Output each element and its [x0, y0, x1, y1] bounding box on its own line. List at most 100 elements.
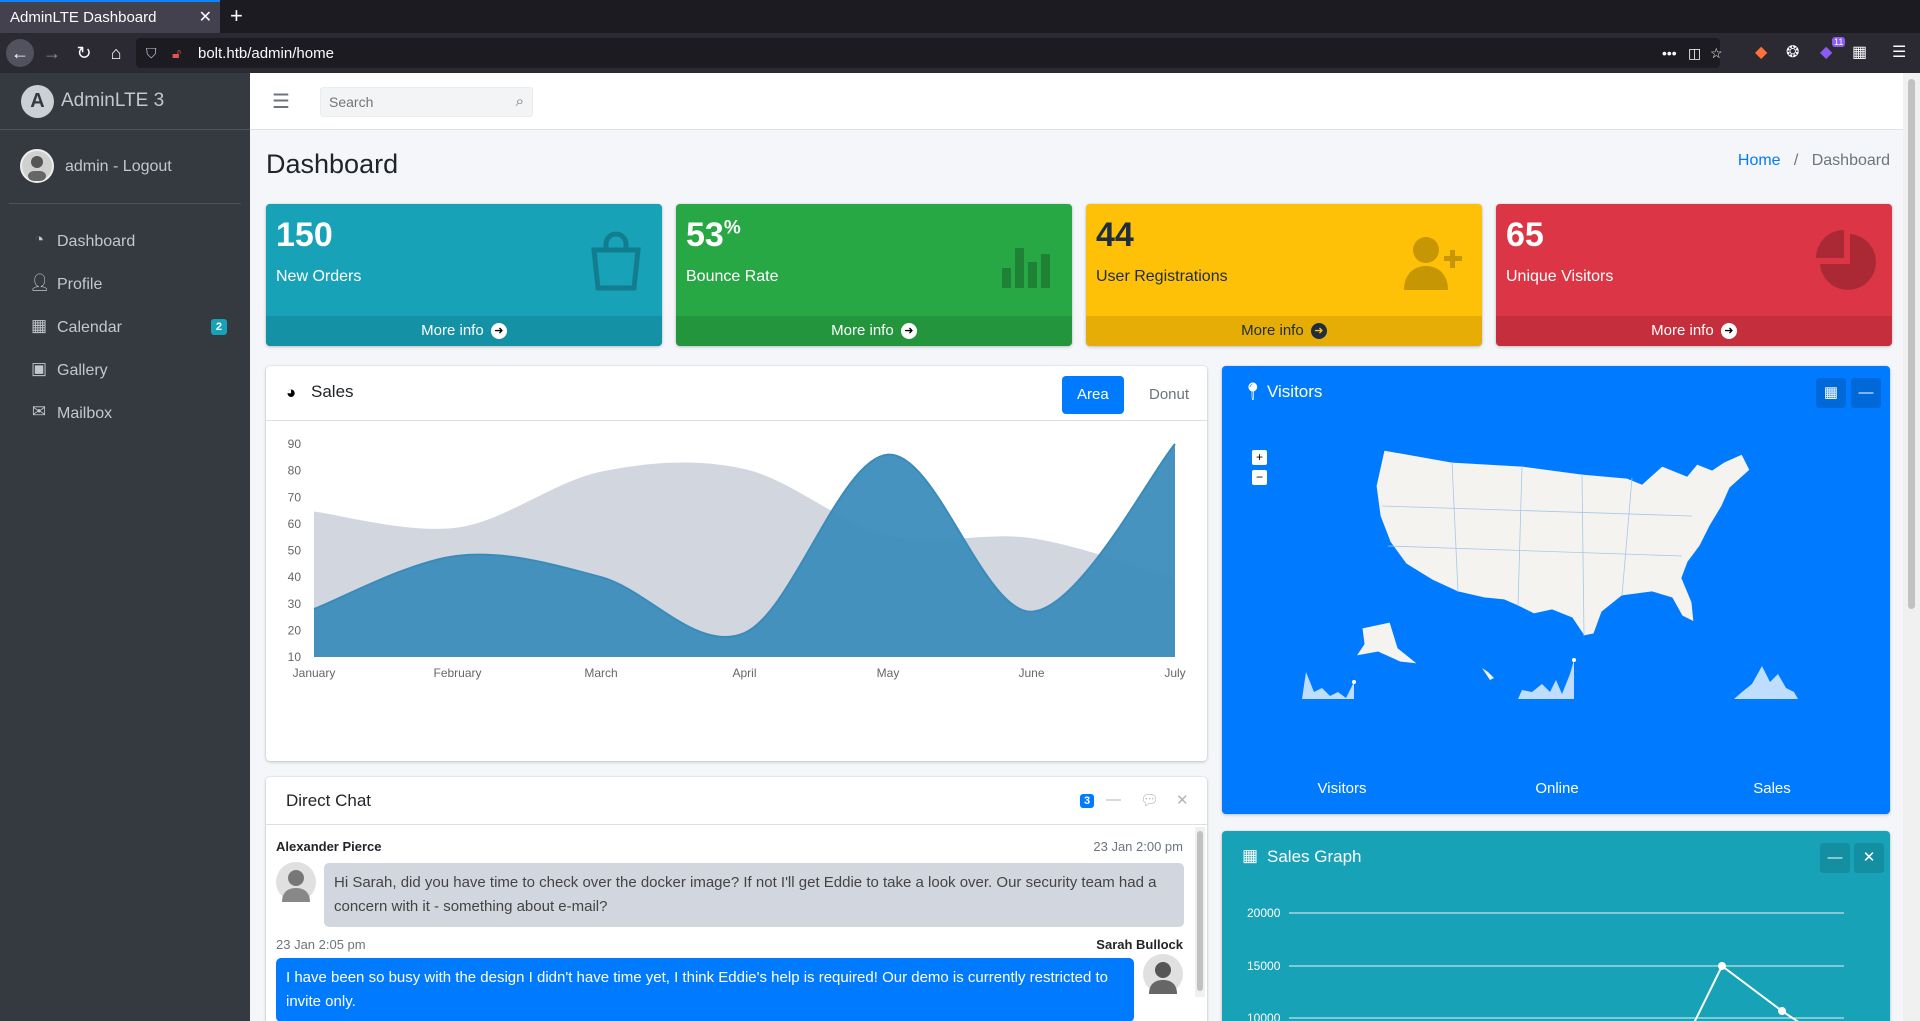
stat-label: Unique Visitors: [1506, 268, 1614, 285]
y-tick-label: 80: [288, 464, 302, 478]
more-info-link[interactable]: More info ➜: [1496, 316, 1892, 346]
extension-cookie-icon[interactable]: ❂: [1786, 44, 1800, 61]
map-marker-icon: 📍︎: [1242, 382, 1264, 401]
breadcrumb-home-link[interactable]: Home: [1737, 152, 1781, 169]
card-title: Direct Chat: [286, 791, 372, 810]
card-title: Sales: [311, 382, 354, 401]
area-series-2: [314, 444, 1175, 657]
series-line-2: [313, 443, 1176, 639]
more-actions-icon[interactable]: •••: [1662, 45, 1677, 61]
stat-value: 44: [1096, 216, 1134, 254]
tachometer-icon: ◔: [33, 230, 45, 249]
arrow-circle-right-icon: ➜: [900, 323, 917, 340]
tab-donut[interactable]: Donut: [1149, 386, 1190, 403]
new-tab-icon[interactable]: +: [230, 3, 243, 28]
minimize-icon[interactable]: —: [1106, 791, 1121, 808]
hamburger-menu-icon[interactable]: ☰: [272, 91, 290, 113]
image-icon: ▣: [30, 359, 48, 378]
page-title: Dashboard: [266, 149, 399, 179]
direct-chat-header: Direct Chat 3 — 💬︎ ✕: [266, 777, 1207, 825]
card-title: Visitors: [1267, 382, 1323, 401]
extension-qr-icon[interactable]: ▦: [1852, 44, 1868, 61]
sidebar-item-label: Dashboard: [57, 233, 136, 250]
url-text[interactable]: bolt.htb/admin/home: [198, 45, 334, 62]
y-tick-label: 40: [288, 570, 302, 584]
sparklines: [1302, 658, 1798, 699]
map-zoom-in-icon[interactable]: +: [1252, 450, 1267, 465]
calendar-icon[interactable]: ▦: [1816, 378, 1846, 408]
scrollbar-thumb[interactable]: [1197, 831, 1203, 991]
arrow-circle-right-icon: ➜: [1310, 323, 1327, 340]
sidebar-item-mailbox[interactable]: ✉ Mailbox: [9, 392, 241, 435]
scrollbar-thumb[interactable]: [1908, 79, 1915, 609]
browser-tab[interactable]: AdminLTE Dashboard ✕: [0, 0, 220, 33]
brand-link[interactable]: A AdminLTE 3: [0, 73, 250, 130]
sales-line-chart: [1289, 912, 1844, 1021]
minimize-icon[interactable]: —: [1820, 843, 1850, 873]
browser-toolbar: ← → ↻ ⌂ ⛉ 🔓︎ bolt.htb/admin/home ••• ◫ ☆…: [0, 33, 1920, 73]
x-tick-label: May: [877, 666, 900, 680]
sidebar: A AdminLTE 3 admin - Logout ◔ Dashboard …: [0, 73, 250, 1021]
shield-icon[interactable]: ⛉: [146, 45, 157, 61]
series-line-1: [313, 460, 1176, 579]
more-info-link[interactable]: More info ➜: [266, 316, 662, 346]
message-author: Sarah Bullock: [1096, 937, 1183, 952]
search-input[interactable]: [321, 88, 491, 116]
insecure-lock-icon[interactable]: 🔓︎: [172, 45, 182, 61]
more-info-link[interactable]: More info ➜: [676, 316, 1072, 346]
search-form: ⌕: [320, 87, 533, 117]
x-tick-label: January: [293, 666, 336, 680]
breadcrumb-separator: /: [1785, 152, 1808, 169]
extension-wappalyzer-icon[interactable]: ◆: [1820, 44, 1833, 61]
brand-text: AdminLTE 3: [61, 90, 165, 111]
search-icon[interactable]: ⌕: [515, 93, 524, 110]
chat-scrollbar[interactable]: [1195, 827, 1205, 997]
sidebar-item-gallery[interactable]: ▣ Gallery: [9, 349, 241, 392]
tab-area[interactable]: Area: [1062, 376, 1124, 414]
sales-card-header: ◕ Sales Area Donut: [266, 366, 1207, 421]
usa-map[interactable]: [1222, 366, 1890, 814]
minimize-icon[interactable]: —: [1851, 378, 1881, 408]
x-tick-label: February: [433, 666, 481, 680]
sidebar-item-profile[interactable]: 👤︎ Profile: [9, 263, 241, 306]
map-zoom-out-icon[interactable]: −: [1252, 470, 1267, 485]
y-tick-label: 60: [288, 517, 302, 531]
stat-label: User Registrations: [1096, 268, 1228, 285]
x-tick-label: April: [732, 666, 756, 680]
sidebar-item-calendar[interactable]: ▦ Calendar 2: [9, 306, 241, 349]
pocket-icon[interactable]: ◫: [1688, 45, 1702, 61]
close-icon[interactable]: ✕: [1854, 843, 1884, 873]
arrow-circle-right-icon: ➜: [490, 323, 507, 340]
message-time: 23 Jan 2:00 pm: [1093, 839, 1183, 854]
envelope-icon: ✉: [31, 402, 47, 421]
sales-card: ◕ Sales Area Donut 10 20 30 40 50 60 70 80 90 Jan…: [266, 366, 1207, 761]
stat-box-bounce-rate: 53% Bounce Rate More info ➜: [676, 204, 1072, 346]
extension-fox-icon[interactable]: ◆: [1755, 44, 1768, 61]
forward-icon[interactable]: →: [43, 43, 61, 63]
avatar: [1143, 954, 1183, 994]
sidebar-item-label: Profile: [57, 276, 103, 293]
breadcrumb: Home / Dashboard: [1738, 152, 1890, 170]
sidebar-item-dashboard[interactable]: ◔ Dashboard: [9, 220, 241, 263]
chart-pie-icon: ◕: [286, 383, 297, 402]
tab-close-icon[interactable]: ✕: [198, 9, 212, 26]
y-tick-label: 15000: [1247, 959, 1281, 973]
back-icon[interactable]: ←: [6, 39, 34, 67]
th-grid-icon: ▦: [1242, 846, 1259, 865]
y-tick-label: 70: [288, 490, 302, 504]
page-scrollbar[interactable]: [1903, 73, 1920, 1021]
sparkline-label-sales: Sales: [1753, 780, 1791, 797]
logout-link[interactable]: admin - Logout: [65, 158, 172, 175]
stat-value: 65: [1506, 216, 1544, 254]
url-bar[interactable]: ⛉ 🔓︎ bolt.htb/admin/home ••• ◫ ☆: [136, 38, 1723, 68]
close-icon[interactable]: ✕: [1176, 792, 1189, 809]
reload-icon[interactable]: ↻: [76, 43, 92, 63]
comments-icon[interactable]: 💬︎: [1140, 792, 1160, 809]
more-info-link[interactable]: More info ➜: [1086, 316, 1482, 346]
browser-menu-icon[interactable]: ☰: [1892, 44, 1907, 61]
sales-graph-card: ▦ Sales Graph — ✕ 20000 15000 10000: [1222, 831, 1890, 1021]
bookmark-star-icon[interactable]: ☆: [1710, 45, 1723, 61]
stat-label: Bounce Rate: [686, 268, 779, 285]
visitors-card: 📍︎ Visitors ▦ — + − Visitors Online Sale…: [1222, 366, 1890, 814]
home-icon[interactable]: ⌂: [110, 43, 122, 63]
